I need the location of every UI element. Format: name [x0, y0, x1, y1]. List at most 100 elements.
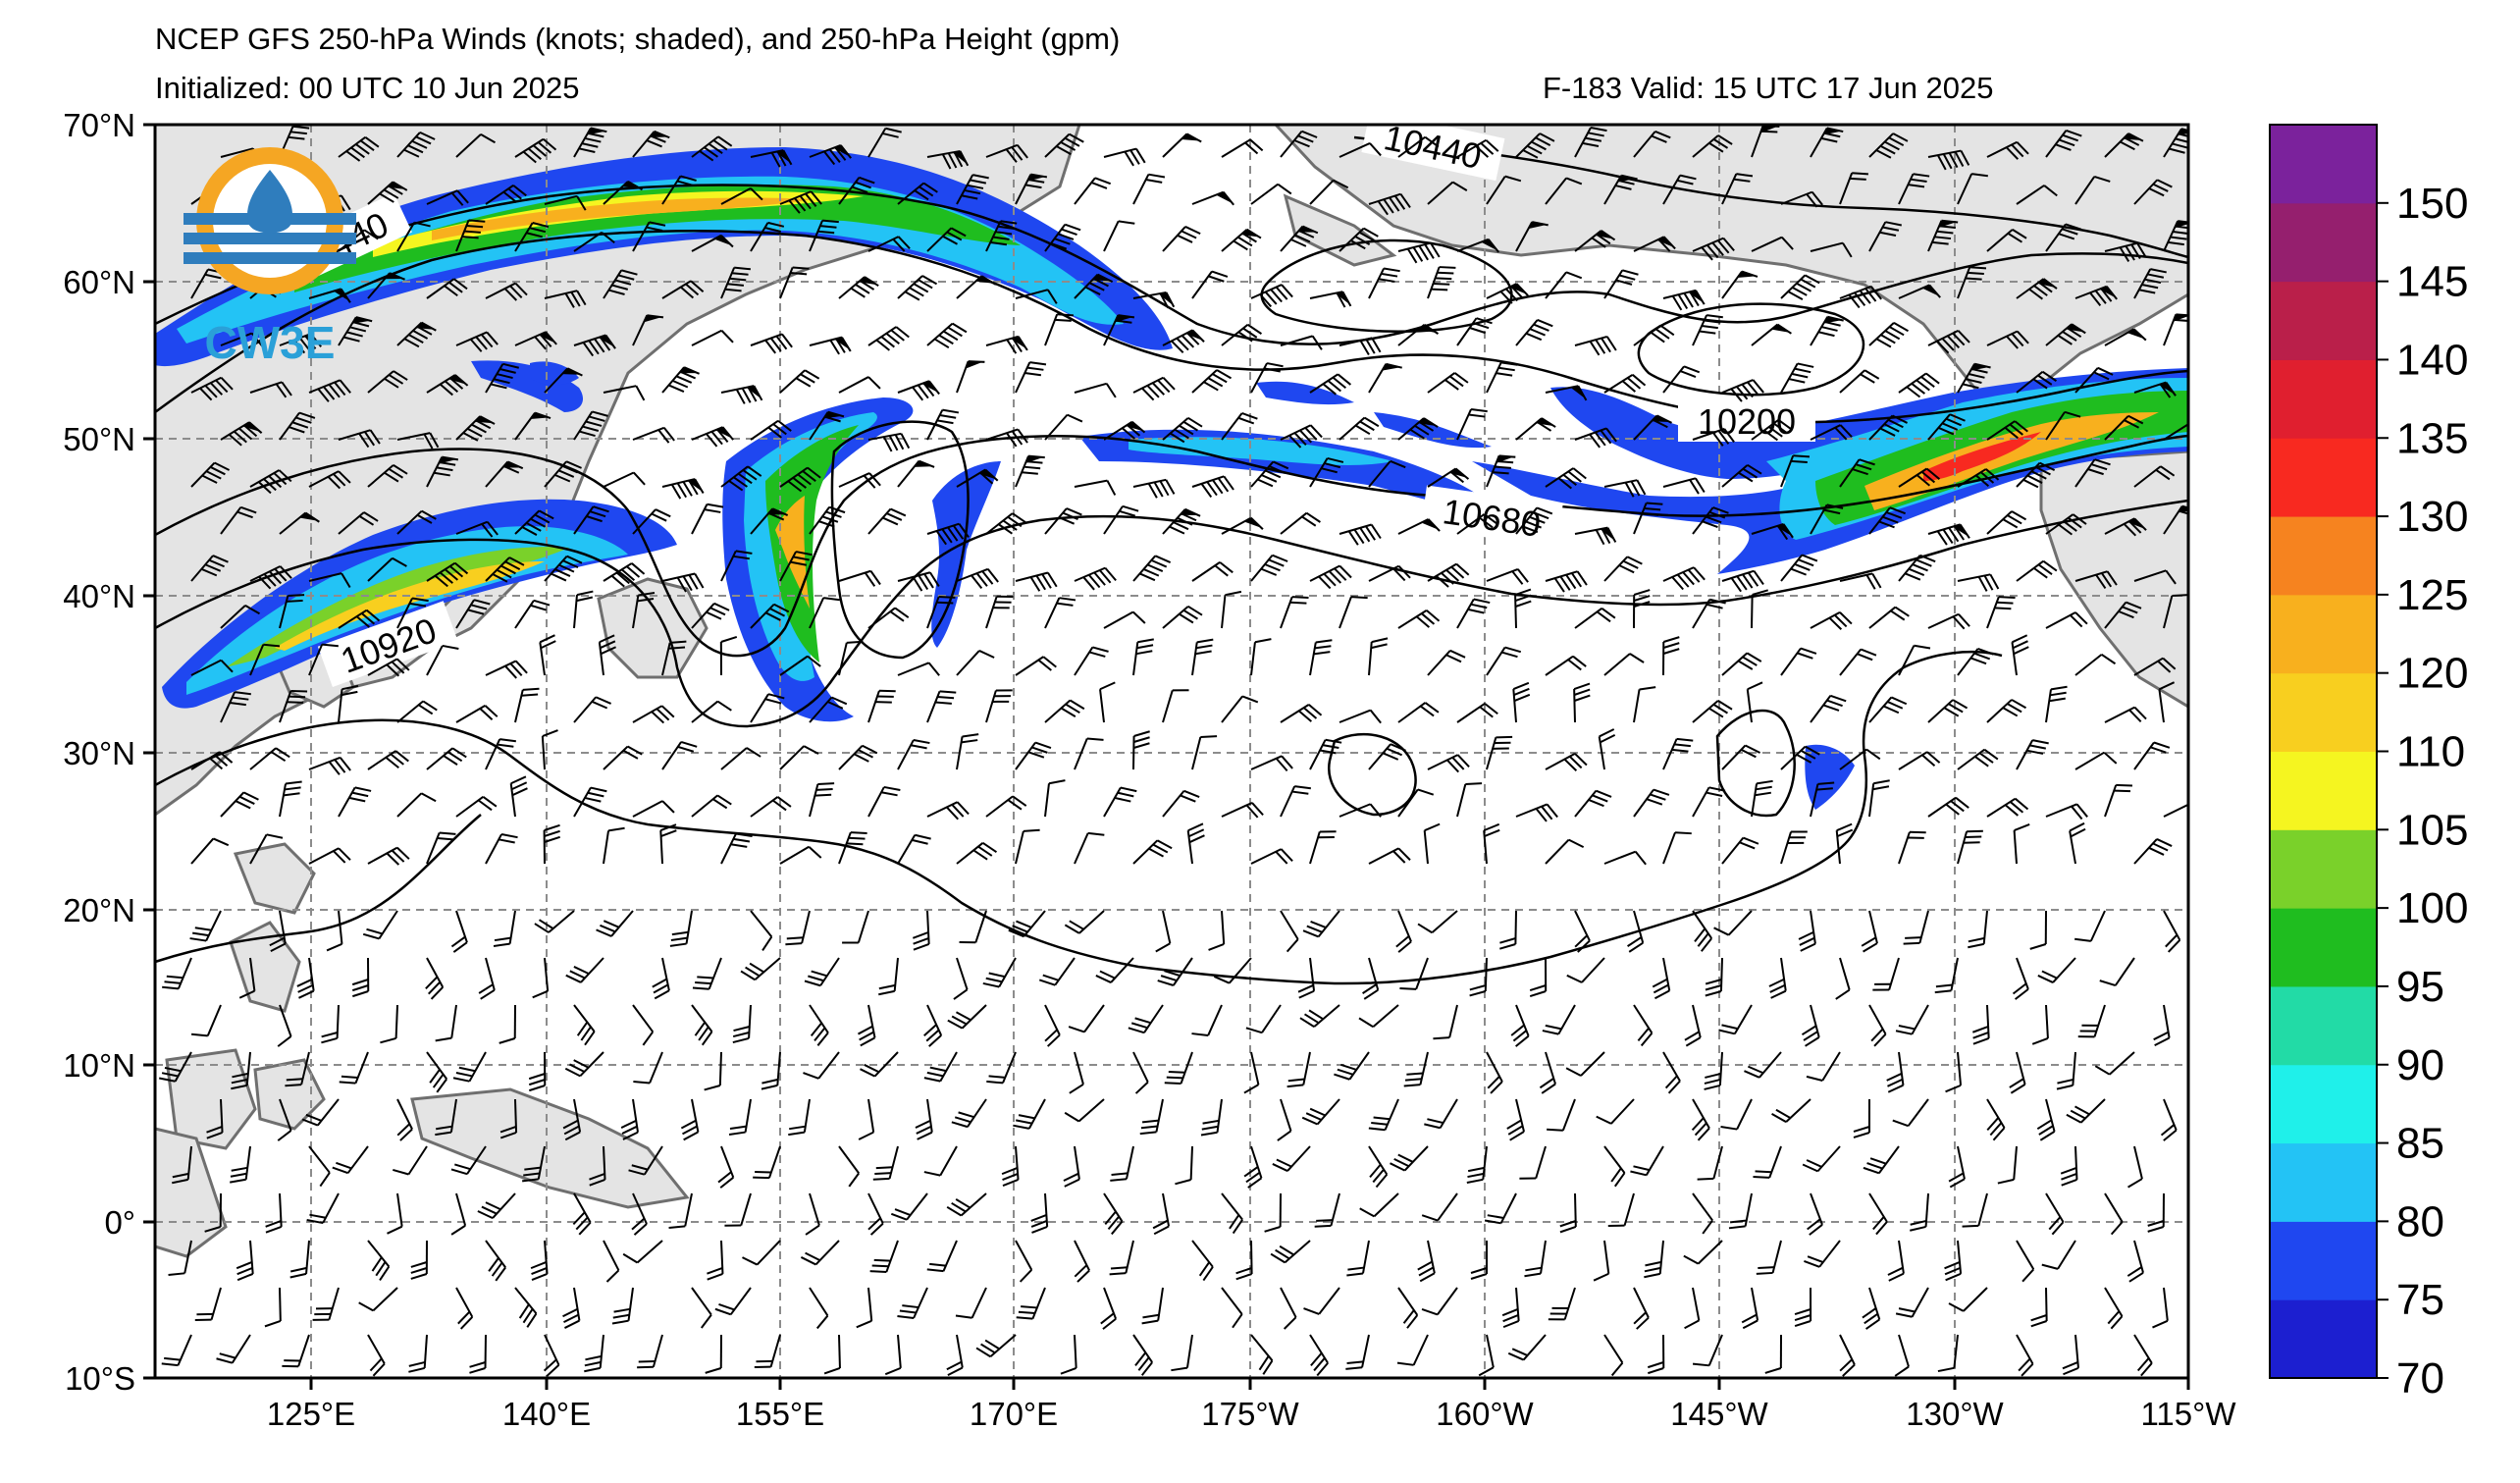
wind-barb [2104, 1287, 2124, 1330]
wind-barb [1486, 646, 1522, 676]
wind-barb [2074, 570, 2118, 590]
wind-barb [1721, 836, 1759, 865]
wind-barb [220, 505, 257, 535]
wind-barb [455, 133, 496, 158]
wind-barb [1944, 1240, 1963, 1282]
wind-barb [720, 385, 763, 404]
wind-barb [1250, 460, 1289, 488]
wind-barb [720, 465, 762, 492]
wind-barb [162, 957, 192, 990]
wind-barb [897, 275, 938, 301]
wind-barb [514, 137, 557, 164]
wind-barb [1191, 190, 1235, 206]
wind-barb [564, 1051, 604, 1078]
wind-barb [1692, 1334, 1723, 1367]
wind-barb [1309, 830, 1337, 865]
wind-barb [838, 831, 867, 865]
wind-barb [1339, 142, 1382, 158]
wind-barb [603, 745, 643, 770]
wind-barb [2009, 1051, 2026, 1094]
wind-barb [761, 1051, 781, 1090]
wind-barb [897, 459, 935, 488]
wind-barb [2045, 223, 2082, 252]
wind-barb [838, 472, 881, 489]
wind-barb [1756, 1240, 1782, 1275]
wind-barb [1598, 728, 1616, 770]
colorbar-swatch [2270, 985, 2377, 1066]
wind-barb [172, 1145, 192, 1185]
wind-barb [308, 756, 351, 775]
wind-barb [890, 1192, 928, 1221]
wind-barb [1368, 1098, 1399, 1132]
wind-barb [1515, 221, 1549, 252]
wind-barb [603, 826, 625, 865]
wind-barb [856, 1287, 873, 1329]
wind-barb [1545, 752, 1588, 771]
wind-barb [2016, 370, 2058, 394]
wind-barb [1692, 237, 1735, 261]
wind-barb [923, 1145, 958, 1177]
wind-barb [1486, 567, 1529, 585]
wind-barb [753, 1145, 781, 1180]
wind-barb [530, 1240, 549, 1282]
wind-barb [1957, 362, 1992, 394]
wind-barb [2016, 739, 2049, 770]
lat-label: 30°N [63, 735, 135, 771]
wind-barb [1721, 569, 1764, 593]
wind-barb [1015, 454, 1046, 488]
wind-barb [779, 655, 821, 676]
wind-barb [661, 572, 705, 593]
wind-barb [1764, 1334, 1782, 1374]
wind-barb [1397, 702, 1440, 723]
wind-barb [1798, 910, 1816, 952]
wind-barb [1280, 704, 1323, 723]
wind-barb [190, 1004, 222, 1037]
wind-barb [779, 551, 813, 582]
wind-barb [1633, 1004, 1654, 1047]
wind-barb [338, 786, 372, 818]
wind-barb [923, 1051, 958, 1083]
wind-barb [1898, 372, 1940, 398]
wind-barb [668, 1192, 693, 1230]
wind-barb [396, 131, 436, 158]
wind-barb [236, 1240, 254, 1282]
wind-barb [926, 408, 960, 441]
wind-barb [740, 957, 781, 981]
wind-barb [2045, 410, 2081, 441]
wind-barb [1574, 230, 1616, 252]
wind-barb [426, 1051, 447, 1093]
wind-barb [455, 599, 491, 629]
wind-barb [1986, 510, 2027, 535]
lon-label: 130°W [1906, 1396, 2004, 1432]
wind-barb [1807, 1192, 1823, 1236]
wind-barb [1593, 1240, 1610, 1282]
wind-barb [230, 1145, 251, 1184]
wind-barb [720, 832, 753, 865]
wind-barb [2074, 751, 2118, 770]
wind-barb [867, 689, 896, 723]
wind-barb [1780, 745, 1820, 770]
wind-barb [1927, 329, 1970, 354]
wind-barb [857, 1004, 876, 1047]
colorbar-swatch [2270, 281, 2377, 360]
wind-barb [1044, 223, 1081, 252]
wind-barb [279, 594, 305, 629]
wind-barb [1937, 1334, 1959, 1373]
wind-barb [2163, 220, 2188, 252]
wind-barb [959, 910, 987, 944]
wind-barb [838, 276, 879, 299]
lon-label: 170°E [970, 1396, 1058, 1432]
wind-barb [1368, 267, 1400, 299]
wind-barb [396, 597, 429, 629]
wind-barb [1751, 323, 1793, 346]
wind-barb [573, 334, 616, 357]
wind-barb [1191, 638, 1214, 676]
wind-barb [926, 596, 956, 629]
wind-barb [1280, 596, 1309, 629]
wind-barb [1515, 318, 1553, 346]
wind-barb [872, 1145, 899, 1181]
wind-barb [985, 143, 1028, 163]
wind-barb [1545, 570, 1588, 593]
wind-barb [1396, 1334, 1429, 1366]
wind-barb [1835, 822, 1854, 865]
